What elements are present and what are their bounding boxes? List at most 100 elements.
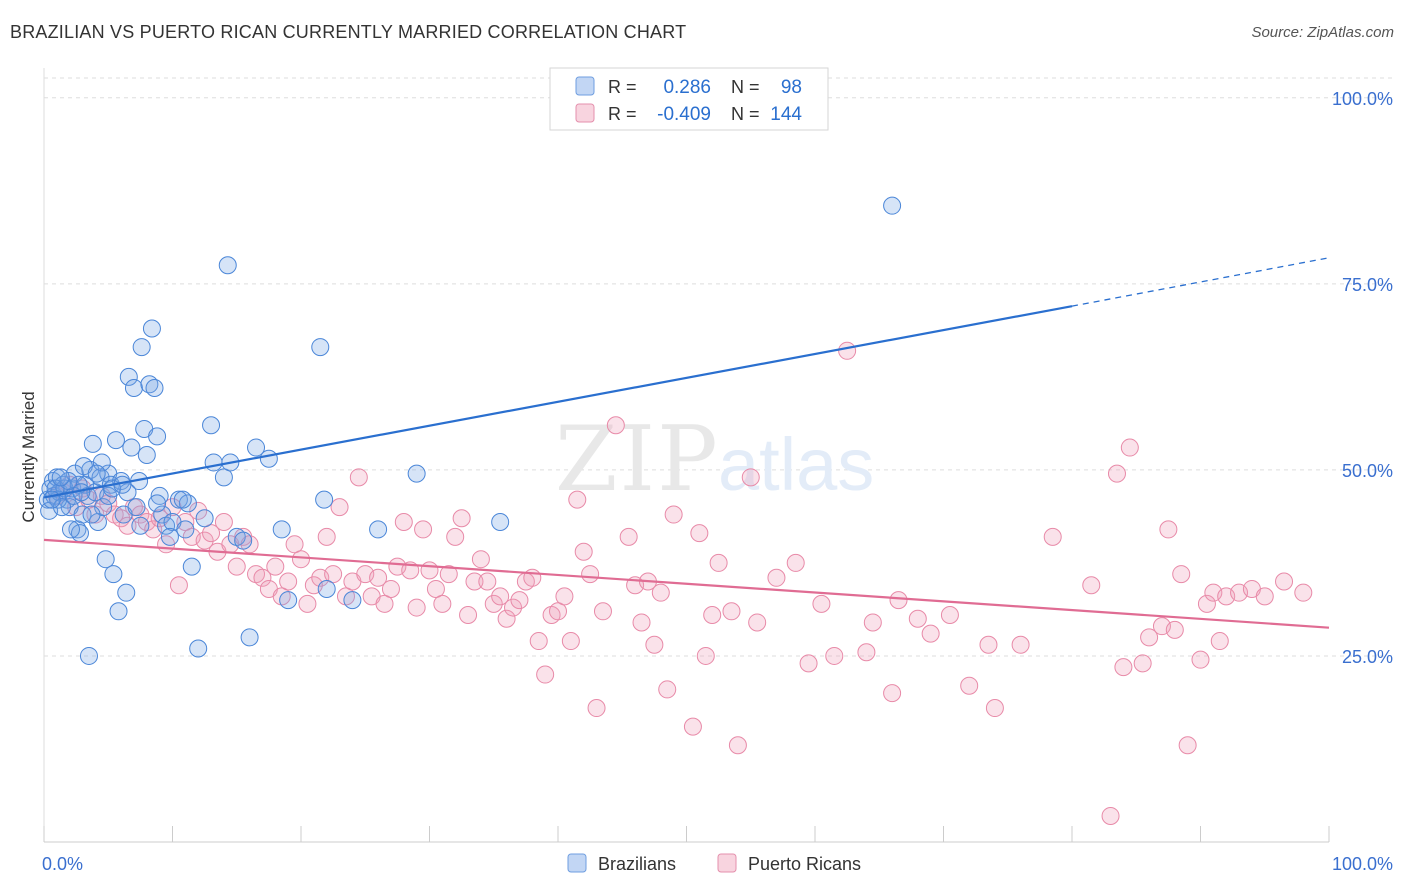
- x-tick-label-max: 100.0%: [1332, 854, 1393, 874]
- puerto-rican-point: [330, 498, 349, 517]
- brazilian-point: [96, 550, 115, 569]
- brazilian-point: [127, 498, 146, 517]
- brazilian-point: [69, 475, 88, 494]
- puerto-rican-point: [587, 699, 606, 718]
- legend-n-value-puerto-ricans: 144: [770, 104, 802, 125]
- puerto-rican-point: [1140, 628, 1159, 647]
- puerto-rican-point: [799, 654, 818, 673]
- puerto-rican-point: [1275, 572, 1294, 591]
- puerto-rican-point: [703, 606, 722, 625]
- puerto-rican-point: [253, 568, 272, 587]
- puerto-rican-point: [857, 643, 876, 662]
- puerto-rican-point: [568, 490, 587, 509]
- puerto-rican-point: [195, 531, 214, 550]
- legend-swatch-puerto-ricans: [575, 103, 595, 123]
- puerto-rican-point: [1133, 654, 1152, 673]
- brazilian-point: [106, 431, 125, 450]
- puerto-rican-point: [1011, 635, 1030, 654]
- puerto-rican-point: [883, 684, 902, 703]
- brazilian-point: [150, 486, 169, 505]
- puerto-rican-point: [285, 535, 304, 554]
- y-tick-label: 100.0%: [1332, 89, 1393, 109]
- puerto-rican-point: [645, 635, 664, 654]
- brazilian-point: [148, 427, 167, 446]
- brazilian-point: [104, 565, 123, 584]
- puerto-rican-point: [651, 583, 670, 602]
- puerto-rican-point: [491, 587, 510, 606]
- puerto-rican-point: [1197, 594, 1216, 613]
- y-tick-label: 75.0%: [1342, 275, 1393, 295]
- brazilian-point: [247, 438, 266, 457]
- puerto-rican-point: [1172, 565, 1191, 584]
- puerto-rican-point: [741, 468, 760, 487]
- puerto-rican-point: [1159, 520, 1178, 539]
- puerto-rican-point: [979, 635, 998, 654]
- puerto-rican-point: [1120, 438, 1139, 457]
- puerto-rican-point: [504, 598, 523, 617]
- puerto-rican-point: [561, 632, 580, 651]
- watermark-atlas: atlas: [718, 423, 874, 506]
- puerto-rican-point: [748, 613, 767, 632]
- brazilian-point: [132, 338, 151, 357]
- puerto-rican-point: [767, 568, 786, 587]
- puerto-rican-point: [985, 699, 1004, 718]
- puerto-rican-point: [728, 736, 747, 755]
- brazilian-point: [272, 520, 291, 539]
- puerto-rican-point: [279, 572, 298, 591]
- bottom-legend-swatch-puerto-ricans: [717, 853, 737, 873]
- puerto-rican-point: [234, 527, 253, 546]
- brazilian-point: [343, 591, 362, 610]
- bottom-legend-label-puerto-ricans: Puerto Ricans: [748, 854, 861, 874]
- puerto-rican-point: [632, 613, 651, 632]
- legend-r-value-brazilians: 0.286: [663, 77, 711, 98]
- puerto-rican-point: [658, 680, 677, 699]
- puerto-rican-point: [1082, 576, 1101, 595]
- puerto-rican-point: [407, 598, 426, 617]
- y-axis-label: Currently Married: [19, 391, 38, 522]
- puerto-rican-point: [510, 591, 529, 610]
- brazilian-point: [407, 464, 426, 483]
- brazilian-point: [42, 490, 61, 509]
- puerto-rican-point: [581, 565, 600, 584]
- correlation-legend: R = 0.286 N = 98 R = -0.409 N = 144: [549, 67, 829, 131]
- brazilian-point: [109, 602, 128, 621]
- puerto-rican-point: [786, 553, 805, 572]
- puerto-rican-point: [214, 512, 233, 531]
- brazilian-point: [176, 520, 195, 539]
- puerto-rican-point: [497, 609, 516, 628]
- legend-box: [549, 67, 829, 131]
- watermark: ZIP atlas: [555, 407, 874, 512]
- watermark-zip: ZIP: [555, 407, 720, 512]
- brazilian-point: [92, 453, 111, 472]
- bottom-legend-label-brazilians: Brazilians: [598, 854, 676, 874]
- puerto-rican-point: [394, 512, 413, 531]
- puerto-rican-point: [298, 594, 317, 613]
- puerto-rican-point: [696, 646, 715, 665]
- puerto-rican-point: [863, 613, 882, 632]
- puerto-rican-point: [709, 553, 728, 572]
- puerto-rican-point: [176, 512, 195, 531]
- puerto-rican-point: [439, 565, 458, 584]
- brazilian-point: [240, 628, 259, 647]
- puerto-rican-point: [1178, 736, 1197, 755]
- puerto-rican-point: [1043, 527, 1062, 546]
- puerto-rican-point: [1107, 464, 1126, 483]
- puerto-rican-point: [163, 498, 182, 517]
- brazilian-point: [160, 527, 179, 546]
- x-tick-label-min: 0.0%: [42, 854, 83, 874]
- brazilian-point: [182, 557, 201, 576]
- brazilian-point: [169, 490, 188, 509]
- puerto-rican-point: [86, 505, 105, 524]
- brazilian-point: [311, 338, 330, 357]
- brazilian-point: [148, 494, 167, 513]
- legend-r-label-brazilians: R =: [608, 77, 637, 97]
- brazilian-point: [491, 512, 510, 531]
- puerto-rican-point: [838, 341, 857, 360]
- brazilian-point: [173, 490, 192, 509]
- brazilian-point: [279, 591, 298, 610]
- puerto-rican-point: [690, 524, 709, 543]
- brazilian-point: [218, 256, 237, 275]
- brazilian-point: [61, 520, 80, 539]
- puerto-rican-point: [536, 665, 555, 684]
- puerto-rican-point: [555, 587, 574, 606]
